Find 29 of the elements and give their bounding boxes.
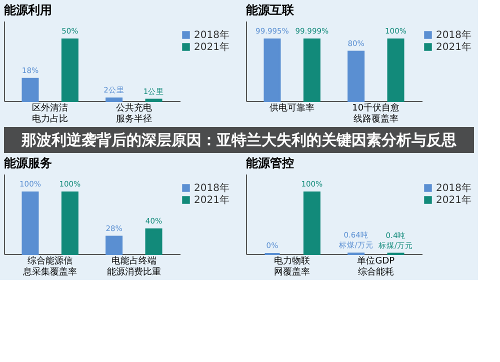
bar [303, 38, 320, 102]
legend-label: 2018年 [194, 182, 230, 194]
bar [264, 38, 281, 102]
text: 那波利逆袭背后的深层原因：亚特兰大失利的关键因素分析与反思 [20, 131, 456, 149]
chart-title: 能源服务 [4, 156, 52, 170]
legend-label: 2018年 [436, 182, 472, 194]
bar [106, 98, 123, 102]
legend-label: 2021年 [436, 41, 472, 53]
x-tick-label: 综合能源信息采集覆盖率 [22, 256, 78, 278]
x-tick-label: 电能占终端能源消费比重 [106, 256, 161, 278]
x-tick-label: 电力物联网覆盖率 [274, 256, 310, 278]
x-tick-label: 公共充电服务半径 [116, 102, 152, 124]
x-tick-label: 单位GDP综合能耗 [357, 256, 396, 278]
bar [22, 78, 39, 102]
bar [61, 38, 78, 102]
legend-label: 2018年 [436, 29, 472, 41]
legend-label: 2021年 [194, 41, 230, 53]
chart-title: 能源互联 [246, 3, 295, 17]
bar [387, 38, 404, 102]
chart-title: 能源利用 [4, 3, 52, 17]
bar [303, 191, 320, 255]
x-tick-label: 10千伏自愈线路覆盖率 [352, 102, 400, 124]
legend-label: 2021年 [436, 194, 472, 206]
bar [348, 50, 365, 102]
x-tick-label: 供电可靠率 [270, 102, 315, 114]
legend-label: 2018年 [194, 29, 230, 41]
legend-label: 2021年 [194, 194, 230, 206]
chart-title: 能源管控 [246, 156, 294, 170]
x-tick-label: 区外清洁电力占比 [32, 102, 68, 124]
